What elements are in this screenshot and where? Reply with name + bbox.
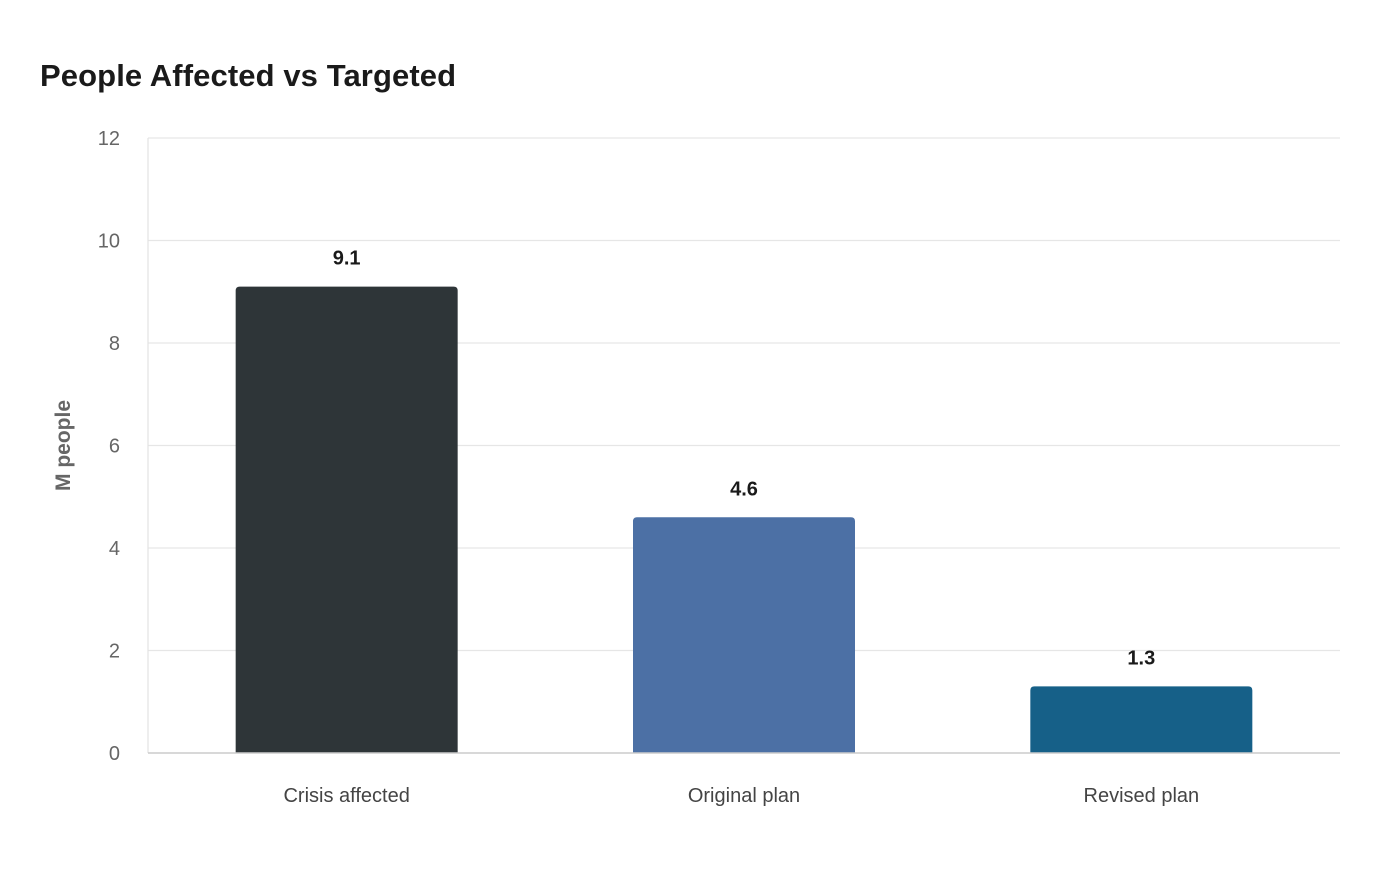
x-axis-categories: Crisis affected Original plan Revised plan [283, 785, 1199, 807]
bar [1030, 686, 1253, 753]
y-tick-label: 2 [109, 641, 120, 663]
data-labels: 9.1 4.6 1.3 [333, 248, 1155, 670]
y-tick-label: 4 [109, 538, 120, 560]
y-tick-label: 6 [109, 436, 120, 458]
y-tick-label: 12 [98, 128, 120, 150]
x-category-label: Crisis affected [283, 785, 409, 807]
bar [633, 517, 855, 753]
chart-title: People Affected vs Targeted [40, 58, 457, 93]
y-tick-label: 10 [98, 231, 120, 253]
y-tick-label: 0 [109, 743, 120, 765]
bar [235, 286, 458, 753]
y-axis-title: M people [52, 400, 75, 491]
y-axis-ticks: 0 2 4 6 8 10 12 [98, 128, 120, 765]
x-category-label: Revised plan [1084, 785, 1200, 807]
bars [235, 286, 1253, 753]
x-category-label: Original plan [688, 785, 800, 807]
bar-value-label: 9.1 [333, 248, 361, 270]
y-tick-label: 8 [109, 333, 120, 355]
bar-value-label: 1.3 [1127, 647, 1155, 669]
bar-value-label: 4.6 [730, 478, 758, 500]
